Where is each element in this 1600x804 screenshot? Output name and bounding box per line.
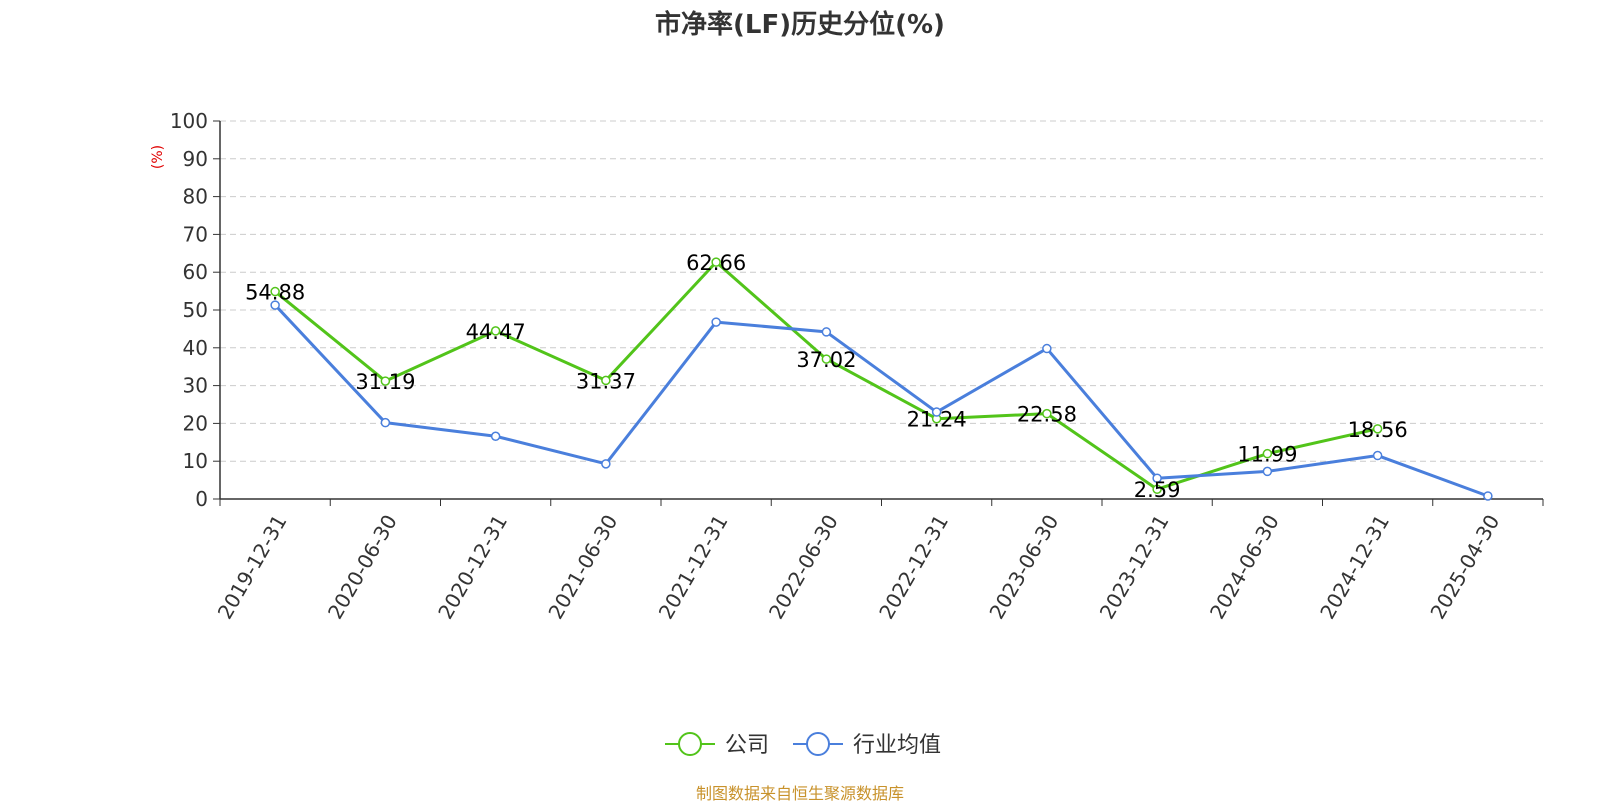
y-tick-label: 70 <box>183 222 208 246</box>
industry-point <box>1152 473 1162 483</box>
company-point <box>490 326 501 336</box>
company-point <box>270 286 280 297</box>
data-label: 21.24 <box>907 408 967 432</box>
industry-point <box>380 417 391 428</box>
legend-label-industry: 行业均值 <box>853 733 941 758</box>
x-tick-label: 2023-12-31 <box>1095 511 1174 624</box>
y-tick-label: 20 <box>183 411 208 435</box>
industry-point <box>821 327 832 337</box>
industry-point <box>601 459 611 469</box>
line-chart: 0 10 20 30 40 50 60 70 80 90 100(%) 2019-12-31 2020-… <box>150 109 1544 758</box>
x-tick-label: 2019-12-31 <box>213 511 292 624</box>
company-point <box>711 257 721 267</box>
data-label: 31.19 <box>355 370 415 394</box>
data-label: 11.99 <box>1237 443 1297 467</box>
data-label: 37.02 <box>796 348 856 372</box>
legend-marker <box>678 732 702 756</box>
company-point <box>601 375 611 386</box>
x-tick-label: 2021-12-31 <box>654 511 733 624</box>
y-tick-label: 10 <box>183 449 208 473</box>
y-tick-label: 50 <box>183 298 208 322</box>
x-tick-label: 2024-06-30 <box>1205 511 1284 624</box>
x-tick-label: 2021-06-30 <box>543 511 622 624</box>
industry-point <box>1042 343 1052 354</box>
industry-point <box>490 431 501 442</box>
x-tick-label: 2025-04-30 <box>1425 511 1504 624</box>
company-point <box>1042 408 1052 419</box>
series-line-industry <box>274 304 1489 498</box>
industry-point <box>1262 466 1273 477</box>
x-tick-label: 2020-06-30 <box>323 511 402 624</box>
y-tick-label: 80 <box>183 185 208 209</box>
company-point <box>1152 484 1162 494</box>
x-tick-label: 2020-12-31 <box>433 511 512 624</box>
company-point <box>1262 448 1273 459</box>
company-point <box>1372 424 1383 434</box>
company-point <box>821 354 832 364</box>
chart-title: 市净率(LF)历史分位(%) <box>655 10 945 40</box>
industry-point <box>1483 491 1493 501</box>
y-tick-label: 30 <box>183 374 208 398</box>
y-tick-label: 40 <box>183 336 208 360</box>
y-tick-label: 60 <box>183 260 208 284</box>
industry-point <box>270 300 280 310</box>
y-tick-label: 0 <box>195 487 208 511</box>
data-label: 2.59 <box>1134 478 1181 502</box>
x-tick-label: 2024-12-31 <box>1315 511 1394 624</box>
company-point <box>380 376 391 386</box>
x-tick-label: 2022-12-31 <box>874 511 953 624</box>
data-label: 18.56 <box>1348 418 1408 442</box>
industry-point <box>931 407 942 417</box>
x-tick-label: 2022-06-30 <box>764 511 843 624</box>
industry-point <box>711 317 721 327</box>
data-label: 22.58 <box>1017 403 1077 427</box>
data-label: 54.88 <box>245 281 305 305</box>
industry-point <box>1372 450 1383 461</box>
y-axis-unit-label: (%) <box>150 145 166 169</box>
data-label: 31.37 <box>576 369 636 393</box>
data-label: 62.66 <box>686 251 746 275</box>
source-note: 制图数据来自恒生聚源数据库 <box>695 784 904 803</box>
y-tick-label: 100 <box>170 109 208 133</box>
legend-label-company: 公司 <box>725 733 769 758</box>
data-label: 44.47 <box>466 320 526 344</box>
series-line-company <box>274 260 1378 491</box>
x-tick-label: 2023-06-30 <box>984 511 1063 624</box>
y-tick-label: 90 <box>183 147 208 171</box>
legend-marker <box>806 732 830 756</box>
